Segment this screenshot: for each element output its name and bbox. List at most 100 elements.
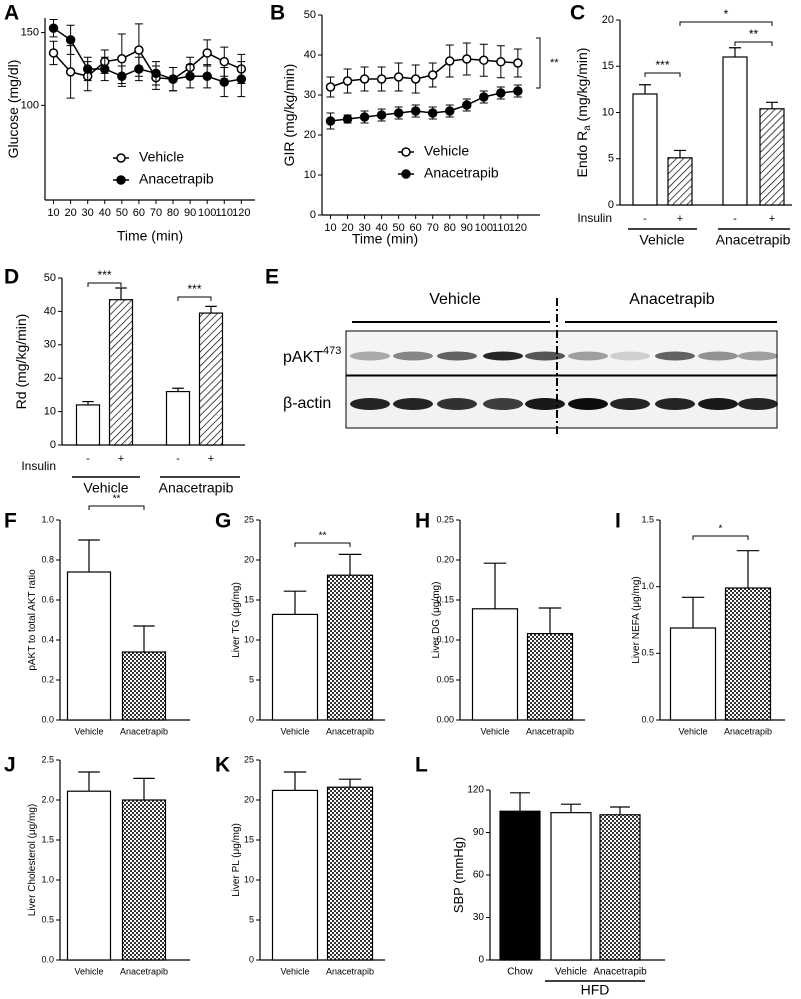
group-label: Anacetrapib — [159, 480, 234, 496]
data-point — [325, 116, 336, 126]
panel-letter: C — [570, 2, 585, 25]
y-tick-label: 0.10 — [436, 634, 454, 644]
data-point — [168, 74, 178, 84]
error-bar — [736, 550, 760, 588]
y-tick-label: 15 — [244, 834, 254, 844]
y-tick-label: 5 — [249, 914, 254, 924]
y-tick-label: 0 — [50, 439, 56, 451]
y-axis-label: pAKT to total AKT ratio — [27, 569, 38, 671]
x-tick-label: + — [769, 213, 775, 225]
x-tick-label: 40 — [99, 207, 111, 219]
legend-label: Vehicle — [139, 149, 184, 165]
data-point — [359, 74, 370, 84]
x-tick-label: Chow — [507, 967, 533, 978]
y-axis-label: Rd (mg/kg/min) — [13, 314, 29, 410]
panel-letter: F — [4, 510, 17, 533]
data-point — [65, 67, 76, 77]
row-label: pAKT473 — [283, 345, 341, 366]
significance-label: * — [719, 524, 723, 535]
blot-band — [483, 398, 523, 410]
blot-band — [738, 398, 778, 410]
y-tick-label: 25 — [244, 514, 254, 524]
y-tick-label: 0.25 — [436, 514, 454, 524]
data-point — [462, 100, 472, 110]
bar — [526, 632, 574, 721]
bar — [271, 613, 319, 721]
data-point — [48, 23, 59, 33]
x-tick-label: 20 — [64, 207, 76, 219]
series-line — [330, 58, 518, 88]
y-tick-label: 120 — [467, 785, 484, 796]
y-axis-label: Liver PL (μg/mg) — [231, 823, 242, 897]
y-tick-label: 10 — [304, 169, 316, 181]
y-label-text: Endo R — [574, 131, 590, 178]
x-tick-label: Vehicle — [555, 967, 588, 978]
data-point — [496, 88, 506, 98]
group-label: Vehicle — [83, 480, 128, 496]
y-tick-label: 1.0 — [41, 514, 54, 524]
blot-band — [525, 351, 565, 361]
error-bar — [729, 47, 741, 57]
legend-label: Anacetrapib — [139, 171, 214, 187]
bar — [499, 810, 541, 961]
panel-letter: E — [265, 266, 279, 289]
x-tick-label: Vehicle — [280, 966, 309, 976]
legend-marker — [116, 153, 126, 163]
y-label-text: Rd (mg/kg/min) — [13, 314, 29, 410]
blot-band — [698, 351, 738, 361]
significance-bracket — [536, 37, 541, 89]
significance-label: ** — [113, 494, 121, 505]
y-tick-label: 0 — [478, 955, 484, 966]
x-tick-label: 30 — [358, 222, 370, 234]
bar — [66, 790, 112, 961]
y-label-sub: a — [582, 125, 593, 131]
data-point — [134, 64, 144, 74]
legend-marker — [401, 147, 411, 157]
panel-letter: G — [215, 510, 231, 533]
data-point — [342, 114, 353, 124]
data-point — [479, 92, 489, 102]
y-tick-label: 20 — [602, 14, 614, 26]
error-bar — [338, 778, 362, 788]
data-point — [496, 57, 506, 67]
bar — [108, 299, 134, 446]
blot-band — [525, 398, 565, 410]
blot-band — [393, 351, 433, 361]
y-tick-label: 0.6 — [41, 594, 54, 604]
data-point — [376, 74, 387, 84]
significance-bracket — [644, 72, 681, 77]
x-tick-label: Anacetrapib — [724, 726, 772, 736]
y-tick-label: 0 — [249, 714, 254, 724]
x-tick-label: 80 — [167, 207, 179, 219]
bar — [326, 786, 374, 961]
bar — [669, 627, 717, 721]
data-point — [393, 108, 404, 118]
bar — [724, 587, 772, 721]
blot-band — [483, 351, 523, 361]
data-point — [513, 86, 523, 96]
y-axis-label: Glucose (mg/dl) — [5, 60, 21, 159]
x-tick-label: Anacetrapib — [526, 726, 574, 736]
data-point — [393, 72, 404, 82]
y-tick-label: 0 — [310, 209, 316, 221]
data-point — [117, 71, 127, 81]
data-point — [410, 106, 421, 116]
significance-bracket — [294, 542, 351, 547]
bar — [722, 56, 748, 206]
y-axis-label: Liver DG (μg/mg) — [431, 582, 442, 659]
x-tick-label: 90 — [184, 207, 196, 219]
group-label: Anacetrapib — [716, 232, 791, 248]
x-axis-label: Time (min) — [117, 228, 183, 244]
y-tick-label: 15 — [602, 60, 614, 72]
bar — [759, 108, 785, 206]
row-label: Insulin — [577, 211, 612, 225]
x-tick-label: 10 — [324, 222, 336, 234]
x-tick-label: Anacetrapib — [593, 967, 647, 978]
y-tick-label: 1.0 — [641, 581, 654, 591]
y-tick-label: 10 — [602, 106, 614, 118]
y-tick-label: 0.20 — [436, 554, 454, 564]
data-point — [100, 64, 110, 74]
data-point — [65, 35, 76, 45]
data-point — [427, 108, 438, 118]
bar — [165, 390, 191, 446]
